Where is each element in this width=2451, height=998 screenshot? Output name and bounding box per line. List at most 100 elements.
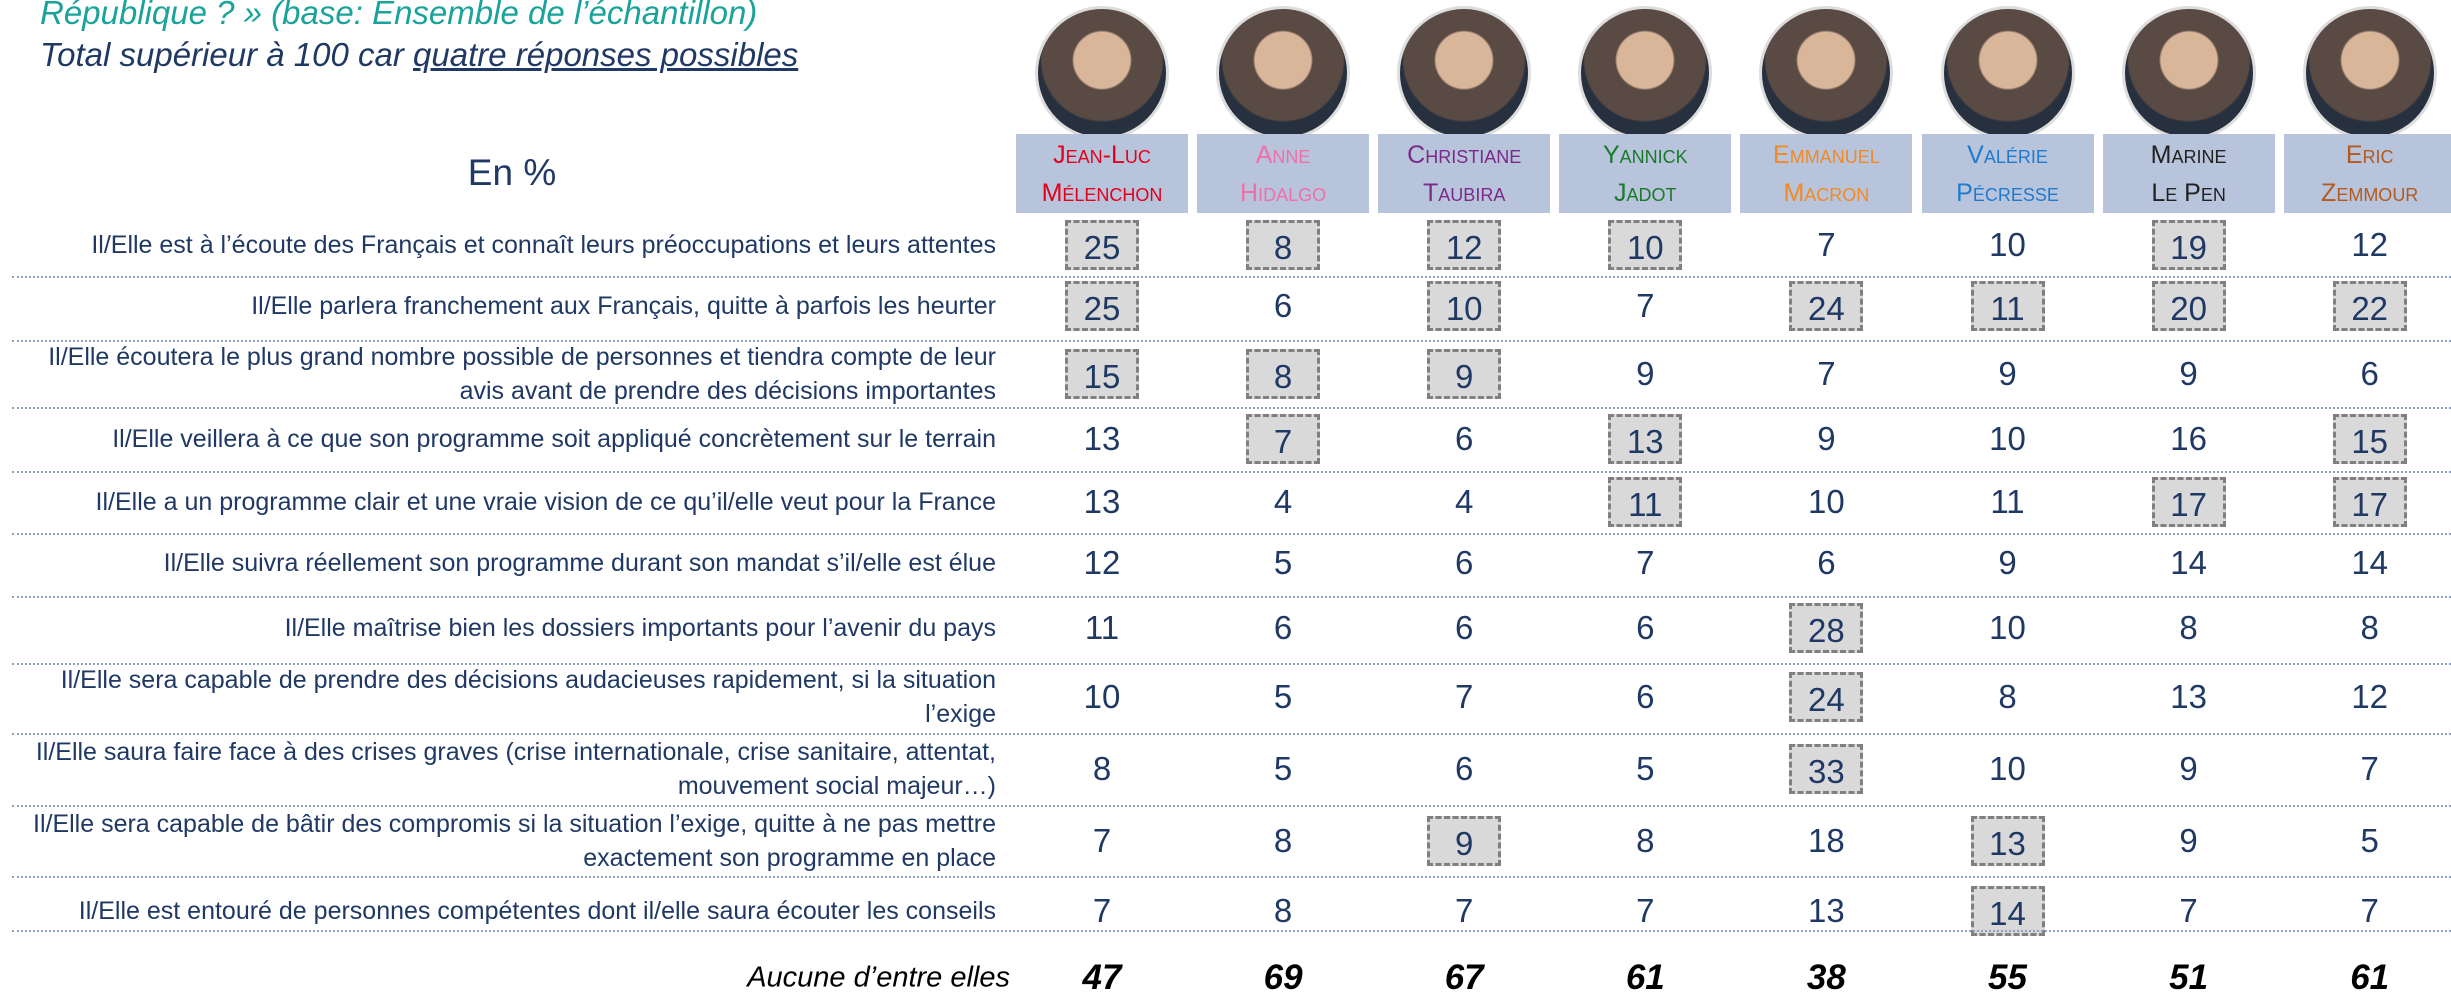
cell-value: 9 <box>1427 349 1501 399</box>
candidate-last-name: Hidalgo <box>1197 174 1369 212</box>
page: République ? » (base: Ensemble de l’écha… <box>0 0 2451 993</box>
cell-value: 15 <box>1065 349 1139 399</box>
row-label: Il/Elle sera capable de prendre des déci… <box>12 663 996 731</box>
candidate-first-name: Valérie <box>1922 136 2094 174</box>
cell-value: 7 <box>1246 414 1320 464</box>
cell-value: 25 <box>1065 220 1139 270</box>
cell-value: 9 <box>1971 538 2045 588</box>
cell-value: 24 <box>1789 672 1863 722</box>
candidate-last-name: Jadot <box>1559 174 1731 212</box>
row-label: Il/Elle sera capable de bâtir des compro… <box>12 807 996 875</box>
cell-value: 6 <box>1246 603 1320 653</box>
cell-value: 5 <box>2333 816 2407 866</box>
cell-value: 7 <box>1065 886 1139 936</box>
cell-value: 13 <box>1065 414 1139 464</box>
cell-value: 9 <box>2152 816 2226 866</box>
row-label: Il/Elle est à l’écoute des Français et c… <box>12 228 996 262</box>
row-label: Il/Elle parlera franchement aux Français… <box>12 289 996 323</box>
cell-value: 18 <box>1789 816 1863 866</box>
candidate-first-name: Eric <box>2284 136 2451 174</box>
cell-value: 16 <box>2152 414 2226 464</box>
row-label: Il/Elle maîtrise bien les dossiers impor… <box>12 611 996 645</box>
cell-value: 6 <box>2333 349 2407 399</box>
cell-value: 6 <box>1789 538 1863 588</box>
candidate-photo <box>1941 6 2075 140</box>
candidate-last-name: Macron <box>1740 174 1912 212</box>
footer-value: 38 <box>1776 958 1876 998</box>
cell-value: 11 <box>1971 477 2045 527</box>
candidate-photo <box>1216 6 1350 140</box>
cell-value: 17 <box>2152 477 2226 527</box>
cell-value: 24 <box>1789 281 1863 331</box>
note-underlined: quatre réponses possibles <box>413 36 798 73</box>
candidate-first-name: Yannick <box>1559 136 1731 174</box>
row-label: Il/Elle veillera à ce que son programme … <box>12 422 996 456</box>
cell-value: 8 <box>1246 220 1320 270</box>
row-label: Il/Elle est entouré de personnes compéte… <box>12 894 996 928</box>
cell-value: 10 <box>1789 477 1863 527</box>
cell-value: 10 <box>1971 603 2045 653</box>
row-label: Il/Elle suivra réellement son programme … <box>12 546 996 580</box>
cell-value: 8 <box>2333 603 2407 653</box>
cell-value: 7 <box>1789 349 1863 399</box>
candidate-photo <box>1578 6 1712 140</box>
candidate-photo <box>1759 6 1893 140</box>
cell-value: 14 <box>2333 538 2407 588</box>
cell-value: 14 <box>2152 538 2226 588</box>
candidate-last-name: Zemmour <box>2284 174 2451 212</box>
cell-value: 8 <box>1246 816 1320 866</box>
cell-value: 10 <box>1971 744 2045 794</box>
cell-value: 15 <box>2333 414 2407 464</box>
cell-value: 14 <box>1971 886 2045 936</box>
cell-value: 8 <box>1246 349 1320 399</box>
candidate-last-name: Mélenchon <box>1016 174 1188 212</box>
cell-value: 7 <box>1608 538 1682 588</box>
cell-value: 7 <box>1608 281 1682 331</box>
cell-value: 6 <box>1608 603 1682 653</box>
cell-value: 8 <box>1246 886 1320 936</box>
footer-value: 61 <box>1595 958 1695 998</box>
unit-label: En % <box>412 152 612 194</box>
note: Total supérieur à 100 car quatre réponse… <box>40 36 798 74</box>
cell-value: 25 <box>1065 281 1139 331</box>
cell-value: 7 <box>2333 744 2407 794</box>
cell-value: 7 <box>2333 886 2407 936</box>
cell-value: 7 <box>2152 886 2226 936</box>
candidate-first-name: Emmanuel <box>1740 136 1912 174</box>
cell-value: 6 <box>1427 744 1501 794</box>
row-separator <box>12 533 2451 535</box>
cell-value: 13 <box>2152 672 2226 722</box>
footer-value: 67 <box>1414 958 1514 998</box>
cell-value: 12 <box>2333 672 2407 722</box>
cell-value: 5 <box>1246 672 1320 722</box>
footer-value: 47 <box>1052 958 1152 998</box>
row-label: Il/Elle a un programme clair et une vrai… <box>12 485 996 519</box>
cell-value: 4 <box>1427 477 1501 527</box>
candidate-header: Jean-LucMélenchon <box>1016 134 1188 213</box>
cell-value: 4 <box>1246 477 1320 527</box>
cell-value: 8 <box>1971 672 2045 722</box>
candidate-first-name: Christiane <box>1378 136 1550 174</box>
note-text: Total supérieur à 100 car <box>40 36 413 73</box>
cell-value: 11 <box>1608 477 1682 527</box>
cell-value: 8 <box>1608 816 1682 866</box>
cell-value: 9 <box>2152 349 2226 399</box>
row-separator <box>12 876 2451 878</box>
cell-value: 9 <box>1789 414 1863 464</box>
row-separator <box>12 596 2451 598</box>
cell-value: 11 <box>1065 603 1139 653</box>
cell-value: 10 <box>1608 220 1682 270</box>
cell-value: 33 <box>1789 744 1863 794</box>
cell-value: 13 <box>1065 477 1139 527</box>
cell-value: 12 <box>1427 220 1501 270</box>
footer-label: Aucune d’entre elles <box>500 962 1010 995</box>
row-separator <box>12 407 2451 409</box>
candidate-last-name: Taubira <box>1378 174 1550 212</box>
cell-value: 10 <box>1971 414 2045 464</box>
footer-value: 61 <box>2320 958 2420 998</box>
cell-value: 6 <box>1427 414 1501 464</box>
cell-value: 5 <box>1246 744 1320 794</box>
